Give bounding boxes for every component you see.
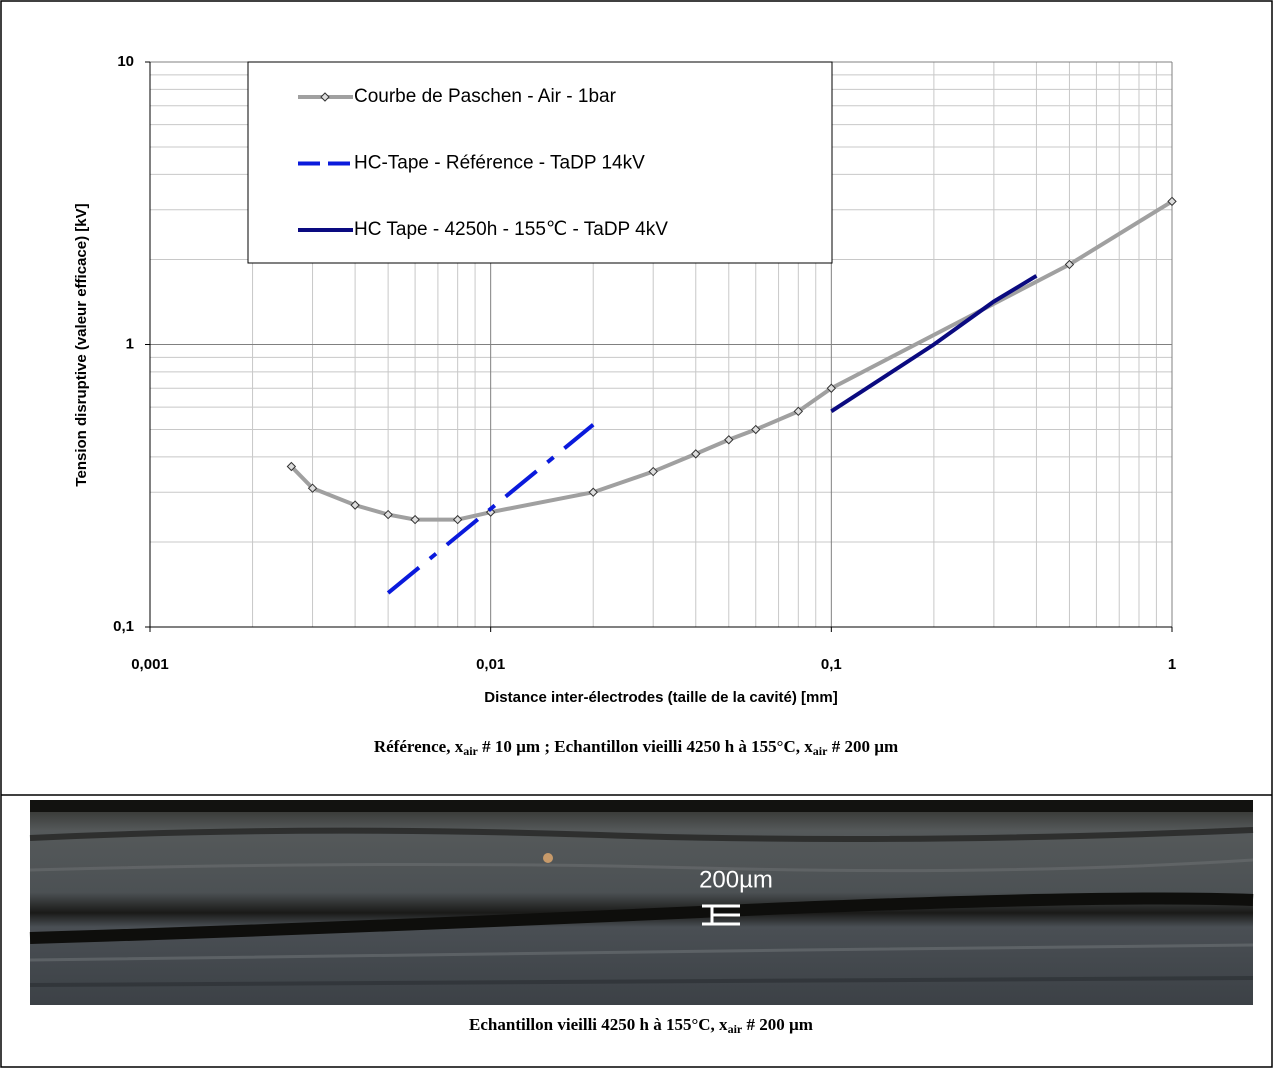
series-line bbox=[289, 199, 1174, 522]
point bbox=[1064, 259, 1075, 270]
x-tick-label: 0,001 bbox=[131, 656, 169, 673]
legend-label: Courbe de Paschen - Air - 1bar bbox=[354, 86, 617, 107]
point bbox=[1167, 196, 1177, 207]
photo: 200µm bbox=[29, 800, 1254, 1005]
point bbox=[588, 487, 598, 497]
plot: 0,001 0,01 0,1 1 0,1 1 10 Courbe de Paschen - A… bbox=[113, 53, 1177, 673]
scale-label: 200µm bbox=[699, 866, 773, 893]
caption-sub: air bbox=[728, 1022, 743, 1036]
series-line bbox=[386, 423, 595, 595]
caption-part: Echantillon vieilli 4250 h à 155°C, x bbox=[469, 1015, 728, 1034]
legend-label: HC Tape - 4250h - 155℃ - TaDP 4kV bbox=[354, 219, 668, 240]
point bbox=[793, 406, 804, 417]
x-tick-label: 0,1 bbox=[821, 656, 842, 673]
x-tick-label: 0,01 bbox=[476, 656, 505, 673]
caption-part: # 10 µm ; Echantillon vieilli 4250 h à 1… bbox=[478, 737, 813, 756]
point bbox=[307, 483, 318, 493]
point bbox=[410, 514, 420, 525]
legend-marker bbox=[320, 92, 330, 102]
y-tick-label: 1 bbox=[126, 335, 134, 352]
legend-label: HC-Tape - Référence - TaDP 14kV bbox=[354, 153, 645, 174]
y-tick-label: 10 bbox=[117, 53, 134, 70]
point bbox=[826, 383, 837, 393]
y-tick-label: 0,1 bbox=[113, 618, 134, 635]
point bbox=[350, 500, 360, 510]
point bbox=[485, 507, 496, 517]
x-tick-label: 1 bbox=[1168, 656, 1176, 673]
point bbox=[286, 461, 297, 472]
point bbox=[691, 449, 701, 459]
caption-part: # 200 µm bbox=[742, 1015, 813, 1034]
point bbox=[648, 466, 658, 477]
legend: Courbe de Paschen - Air - 1bar HC-Tape - … bbox=[247, 61, 833, 264]
x-axis-title: Distance inter-électrodes (taille de la … bbox=[484, 689, 837, 706]
caption-sub: air bbox=[463, 744, 478, 758]
caption-sub: air bbox=[813, 744, 828, 758]
caption-part: # 200 µm bbox=[827, 737, 898, 756]
point bbox=[751, 424, 761, 435]
point bbox=[724, 435, 734, 445]
caption-part: Référence, x bbox=[374, 737, 464, 756]
point bbox=[452, 514, 463, 525]
series-line bbox=[830, 274, 1038, 414]
caption-top: Référence, xair # 10 µm ; Echantillon vi… bbox=[374, 737, 898, 758]
caption-bottom: Echantillon vieilli 4250 h à 155°C, xair… bbox=[469, 1015, 813, 1036]
point bbox=[383, 509, 393, 520]
y-axis-title: Tension disruptive (valeur efficace) [kV… bbox=[73, 203, 90, 486]
